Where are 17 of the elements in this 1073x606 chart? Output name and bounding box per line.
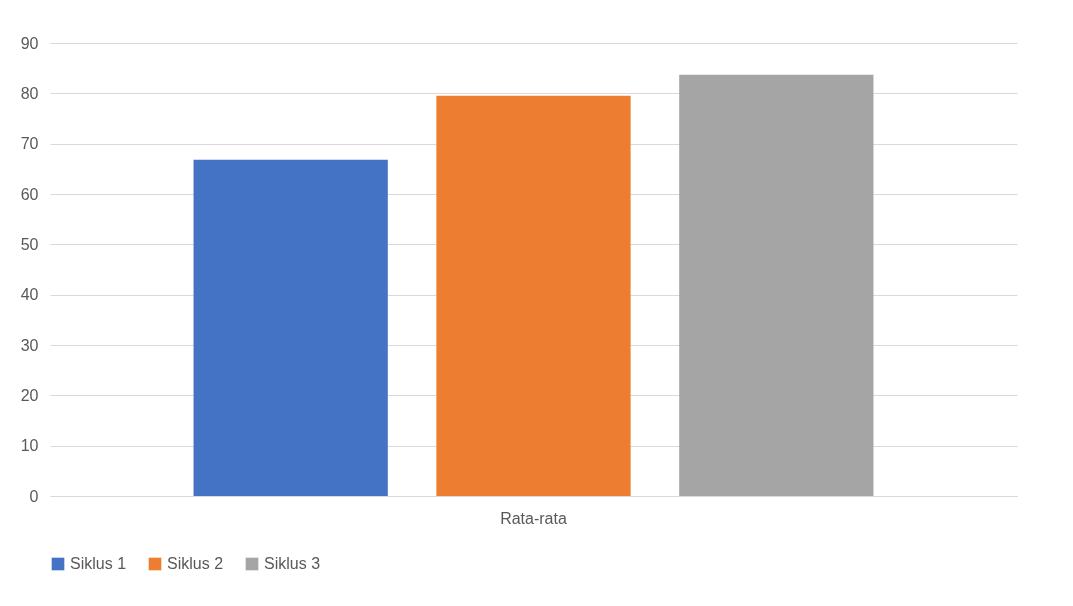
y-tick-label: 80 <box>20 84 39 102</box>
y-tick-label: 40 <box>20 286 39 304</box>
legend-label: Siklus 3 <box>264 555 321 572</box>
y-tick-label: 90 <box>20 34 39 52</box>
y-tick-label: 10 <box>20 437 39 455</box>
y-tick-label: 0 <box>29 487 39 505</box>
y-tick-label: 50 <box>20 235 39 253</box>
y-tick-label: 30 <box>20 336 39 354</box>
bar <box>679 74 874 496</box>
y-tick-label: 20 <box>20 386 39 404</box>
bar <box>436 95 631 496</box>
y-tick-label: 60 <box>20 185 39 203</box>
y-tick-label: 70 <box>20 135 39 153</box>
legend-label: Siklus 2 <box>167 555 224 572</box>
x-tick-label: Rata-rata <box>500 509 567 527</box>
bar <box>193 159 388 496</box>
legend-label: Siklus 1 <box>70 555 127 572</box>
